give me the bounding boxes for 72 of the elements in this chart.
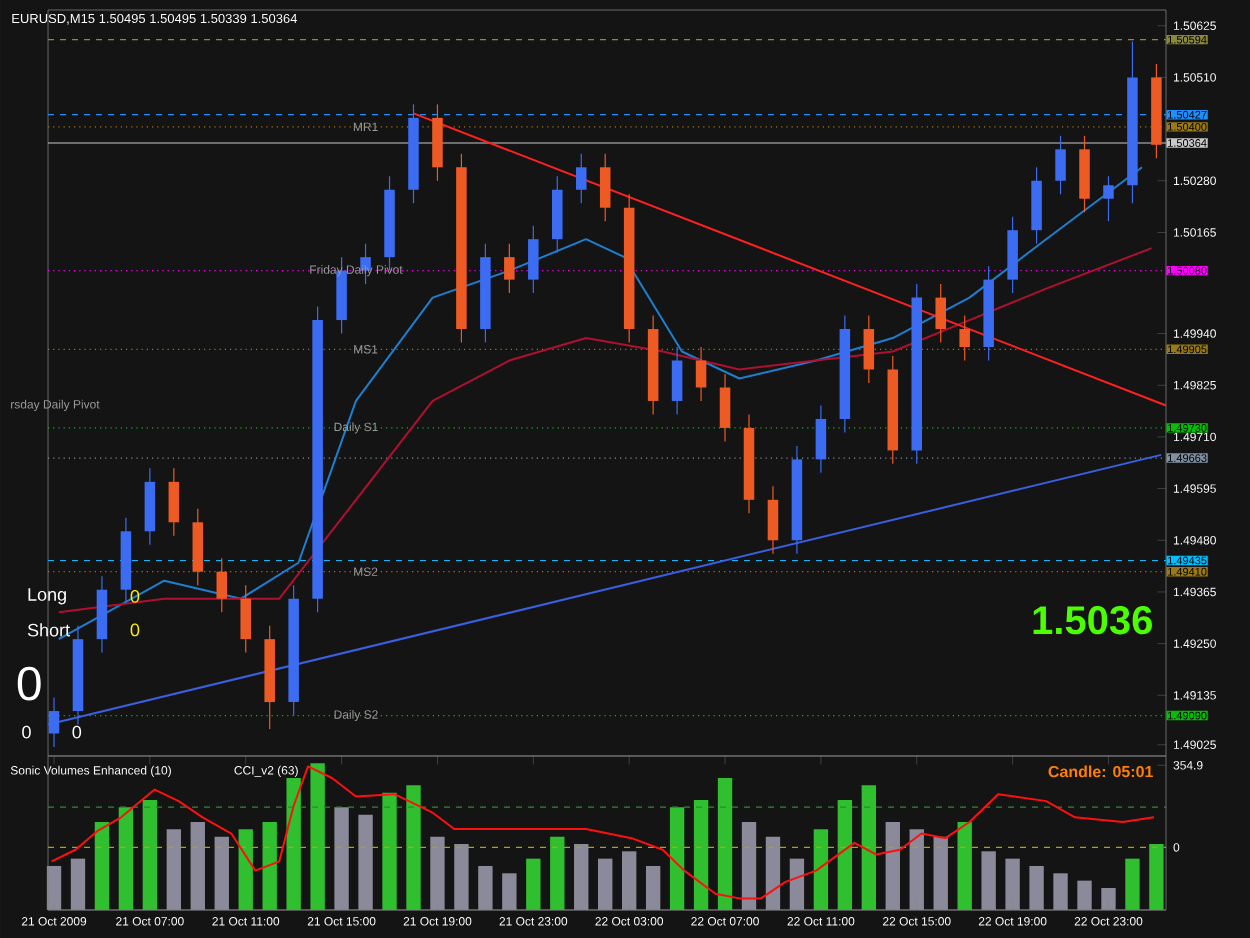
candlestick bbox=[575, 153, 587, 204]
bar bbox=[214, 836, 229, 910]
bar bbox=[981, 851, 996, 910]
annotation: Short bbox=[27, 623, 70, 637]
bar bbox=[574, 843, 589, 910]
bar bbox=[909, 829, 924, 910]
bar bbox=[94, 821, 110, 910]
bar bbox=[813, 829, 829, 910]
candlestick bbox=[719, 373, 731, 443]
candlestick bbox=[48, 696, 60, 748]
bar bbox=[430, 836, 445, 910]
annotation: 0 bbox=[72, 725, 82, 739]
bar bbox=[693, 799, 709, 910]
annotation: Candle: 05:01 bbox=[1048, 765, 1153, 778]
candlestick bbox=[815, 404, 827, 474]
candlestick bbox=[935, 283, 946, 344]
candlestick bbox=[216, 557, 228, 613]
bar bbox=[190, 821, 205, 910]
bar bbox=[1029, 865, 1044, 910]
candlestick bbox=[767, 485, 779, 555]
bar bbox=[358, 814, 373, 910]
bar bbox=[118, 807, 134, 910]
bar bbox=[645, 865, 661, 910]
bar bbox=[1005, 858, 1020, 910]
bar bbox=[765, 836, 781, 910]
candlestick bbox=[959, 314, 970, 362]
bar bbox=[70, 858, 86, 910]
annotation: 1.5036 bbox=[1033, 606, 1152, 635]
bar bbox=[933, 836, 948, 910]
bar bbox=[837, 799, 853, 910]
candlestick bbox=[671, 346, 683, 416]
bar bbox=[166, 829, 182, 910]
bar bbox=[478, 865, 493, 910]
bar bbox=[550, 836, 565, 910]
candlestick bbox=[863, 314, 875, 384]
candlestick bbox=[504, 243, 515, 294]
bar bbox=[669, 807, 685, 910]
bar bbox=[741, 821, 757, 910]
bar bbox=[262, 821, 277, 910]
candlestick bbox=[528, 225, 539, 294]
bar bbox=[598, 858, 613, 910]
bar bbox=[310, 763, 325, 910]
candlestick bbox=[599, 153, 611, 222]
bar bbox=[1149, 843, 1164, 910]
bar bbox=[526, 858, 541, 910]
bar bbox=[885, 821, 900, 910]
bar bbox=[1101, 887, 1116, 910]
bar bbox=[454, 843, 469, 910]
bar bbox=[1125, 858, 1140, 910]
bar bbox=[142, 799, 158, 910]
bar bbox=[1077, 880, 1092, 910]
bar bbox=[406, 785, 421, 910]
bar bbox=[334, 807, 349, 910]
candlestick bbox=[240, 584, 251, 654]
bar bbox=[789, 858, 805, 910]
bar bbox=[717, 777, 733, 910]
candlestick bbox=[695, 346, 707, 402]
candlestick bbox=[168, 467, 180, 537]
annotation: 0 bbox=[130, 623, 140, 637]
text: 0 bbox=[17, 666, 41, 701]
bar bbox=[286, 777, 301, 910]
bar bbox=[502, 873, 517, 910]
bar bbox=[1053, 873, 1068, 910]
candlestick bbox=[1103, 175, 1114, 222]
bar bbox=[861, 785, 877, 910]
bar bbox=[621, 851, 637, 910]
text: 0 bbox=[22, 725, 31, 739]
bar bbox=[382, 792, 397, 910]
bar bbox=[957, 821, 972, 910]
candlestick bbox=[1055, 135, 1066, 195]
bar bbox=[238, 829, 253, 910]
annotation: Long bbox=[28, 588, 66, 605]
